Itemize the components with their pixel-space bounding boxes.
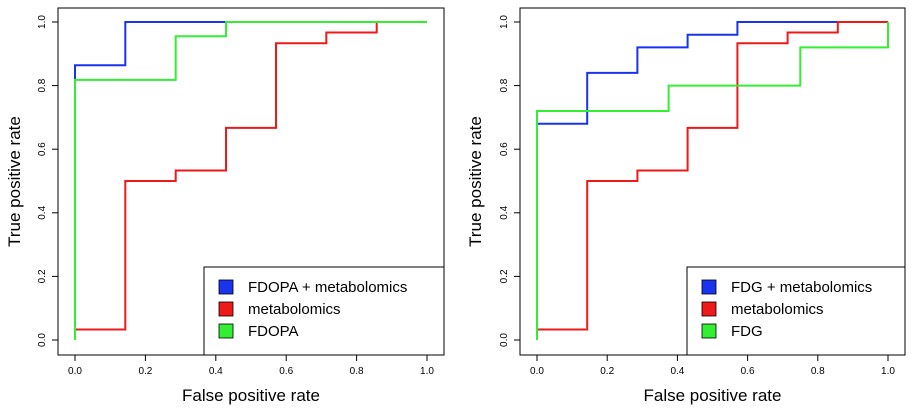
y-tick-label: 0.4 [499,205,510,219]
roc-panel-right: 0.0 0.2 0.4 0.6 0.8 1.0 0.0 0.2 0.4 0.6 0.8 1.0 Fals… [466,7,906,405]
roc-panel-left: 0.0 0.2 0.4 0.6 0.8 1.0 0.0 0.2 0.4 0.6 0.8 1.0 Fals… [5,7,445,405]
legend-swatch [701,301,717,317]
x-tick-label: 1.0 [881,366,895,377]
y-tick-label: 0.0 [37,333,48,347]
y-tick-label: 0.8 [499,78,510,92]
roc-curve-line [536,22,889,340]
x-tick-label: 0.4 [209,366,223,377]
y-tick-label: 0.0 [499,333,510,347]
y-tick-label: 0.6 [37,142,48,156]
legend-swatch [218,323,234,339]
x-tick-label: 0.6 [741,366,755,377]
legend-swatch [701,323,717,339]
x-tick-label: 0.2 [138,366,152,377]
y-tick-label: 0.4 [37,205,48,219]
x-tick-label: 0.2 [600,366,614,377]
y-tick-label: 0.2 [499,269,510,283]
legend-label: FDG + metabolomics [731,279,872,296]
x-axis-title: False positive rate [182,386,320,405]
legend-swatch [701,279,717,295]
roc-curve-line [536,21,838,340]
legend-label: FDOPA + metabolomics [248,279,407,296]
legend-swatch [218,301,234,317]
x-tick-label: 1.0 [420,366,434,377]
roc-curve-line [74,21,427,340]
x-tick-label: 0.8 [350,366,364,377]
legend: FDOPA + metabolomics metabolomics FDOPA [203,266,445,356]
y-tick-label: 1.0 [37,15,48,29]
y-tick-label: 0.2 [37,269,48,283]
roc-curve-line [536,21,888,340]
legend-swatch [218,279,234,295]
x-tick-label: 0.8 [811,366,825,377]
y-axis-title: True positive rate [466,116,485,247]
legend-box [686,266,906,356]
legend: FDG + metabolomics metabolomics FDG [686,266,906,356]
y-tick-label: 0.8 [37,78,48,92]
x-tick-label: 0.6 [279,366,293,377]
legend-label: metabolomics [731,301,824,318]
y-axis-title: True positive rate [5,116,24,247]
x-axis-title: False positive rate [644,386,782,405]
legend-label: metabolomics [248,301,341,318]
x-tick-label: 0.0 [530,366,544,377]
legend-label: FDG [731,323,763,340]
x-tick-label: 0.4 [670,366,684,377]
legend-label: FDOPA [248,323,299,340]
roc-curve-line [74,22,378,340]
legend-box [203,266,445,356]
y-tick-label: 1.0 [499,15,510,29]
y-tick-label: 0.6 [499,142,510,156]
x-tick-label: 0.0 [68,366,82,377]
